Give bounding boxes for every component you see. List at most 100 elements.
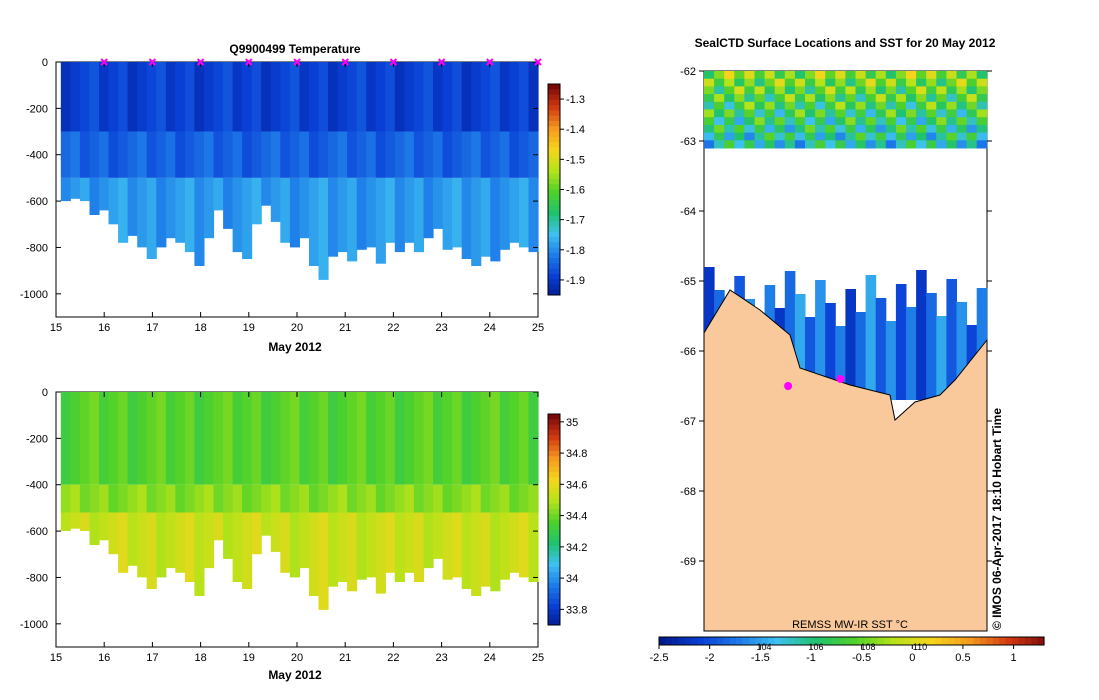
sst-cell (704, 132, 715, 141)
profile-cell (184, 62, 195, 132)
profile-cell (375, 484, 386, 513)
profile-cell (194, 512, 205, 596)
sst-cell (704, 71, 715, 80)
sst-cell (895, 94, 907, 103)
profile-cell (356, 131, 367, 178)
colorbar-swatch (548, 242, 560, 249)
sst-cell (956, 109, 968, 118)
imos-timestamp: © IMOS 06-Apr-2017 18:10 Hobart Time (990, 408, 1004, 630)
profile-cell (194, 131, 205, 178)
profile-cell (328, 131, 339, 178)
profile-cell (156, 131, 167, 178)
profile-cell (309, 512, 320, 596)
sst-cell (704, 101, 715, 110)
sst-colorbar-swatch (729, 637, 737, 645)
sst-cell (724, 124, 735, 134)
sst-cell (875, 78, 887, 87)
salinity-axes: 15 16 17 18 19 20 21 22 23 24 25 0 -200 -400 -600 -800 -… (20, 387, 544, 664)
profile-cell (318, 62, 329, 132)
profile-cell (423, 484, 434, 513)
profile-cell (471, 484, 482, 513)
sst-cell (744, 109, 755, 118)
profile-cell (280, 177, 291, 243)
sst-cell (936, 71, 947, 80)
profile-cell (471, 131, 482, 178)
colorbar-swatch (548, 535, 560, 542)
profile-cell (366, 484, 377, 513)
sst-cell (875, 86, 887, 95)
sst-cell (805, 132, 816, 141)
profile-cell (366, 512, 377, 578)
sst-colorbar-swatch (851, 637, 859, 645)
lat-tick-label: -66 (680, 346, 696, 358)
sst-cell (926, 94, 937, 103)
profile-cell (413, 177, 424, 253)
profile-cell (118, 484, 129, 513)
profile-cell (452, 131, 463, 178)
profile-cell (375, 392, 386, 485)
sst-cell (966, 140, 978, 149)
sst-cell (724, 86, 735, 95)
salinity-xlabel: May 2012 (268, 668, 322, 682)
sst-colorbar: -2.5 -2 -1.5 -1 -0.5 0 0.5 1 104 106 108 110 (650, 636, 1045, 664)
sst-colorbar-swatch (947, 637, 955, 645)
sst-colorbar-swatch (659, 637, 666, 645)
sst-cell (734, 86, 745, 95)
sst-cell (926, 71, 937, 80)
profile-cell (490, 392, 501, 485)
profile-cell (146, 484, 157, 513)
sst-cell (845, 71, 856, 80)
profile-cell (242, 62, 253, 132)
sst-cell (794, 86, 806, 95)
sst-cell (774, 132, 786, 141)
sst-cell (724, 71, 735, 80)
sst-colorbar-swatch (813, 637, 820, 645)
profile-cell (404, 177, 415, 243)
sst-cell (946, 78, 957, 87)
colorbar-swatch (548, 152, 560, 159)
sst-cell (956, 78, 968, 87)
colorbar-swatch (548, 603, 560, 610)
profile-cell (385, 512, 396, 573)
seal-location-marker (784, 382, 793, 390)
profile-cell (261, 512, 272, 536)
sst-cell (794, 109, 806, 118)
sst-cell (966, 124, 978, 134)
sst-cell (845, 101, 856, 110)
sst-cell (865, 94, 877, 103)
sst-cell (794, 78, 806, 87)
sst-colorbar-tick-label: 0.5 (955, 652, 970, 664)
sst-cell (744, 101, 755, 110)
y-tick-label: -1000 (20, 619, 48, 631)
colorbar-swatch (548, 577, 560, 584)
profile-cell (471, 62, 482, 132)
sst-cell (956, 94, 968, 103)
sst-colorbar-swatch (774, 637, 782, 645)
profile-cell (204, 177, 215, 239)
sst-colorbar-swatch (793, 637, 801, 645)
profile-cell (204, 512, 215, 569)
sst-cell (885, 86, 897, 95)
colorbar-swatch (548, 440, 560, 447)
surface-marker (245, 58, 253, 66)
sst-cell (946, 101, 957, 110)
sst-cell (794, 71, 806, 80)
y-tick-label: -600 (26, 526, 48, 538)
profile-cell (108, 131, 119, 178)
sst-cell (895, 124, 907, 134)
profile-cell (70, 484, 81, 513)
profile-cell (366, 62, 377, 132)
profile-cell (423, 512, 434, 569)
profile-cell (471, 392, 482, 485)
sst-cell (966, 101, 978, 110)
sst-cell (855, 140, 867, 149)
colorbar-swatch (548, 194, 560, 201)
profile-cell (461, 512, 472, 589)
colorbar-swatch (548, 477, 560, 484)
profile-cell (79, 177, 90, 202)
sst-cell (936, 78, 947, 87)
colorbar-tick-label: -1.6 (566, 185, 585, 197)
profile-cell (385, 177, 396, 243)
sst-colorbar-swatch (967, 637, 974, 645)
